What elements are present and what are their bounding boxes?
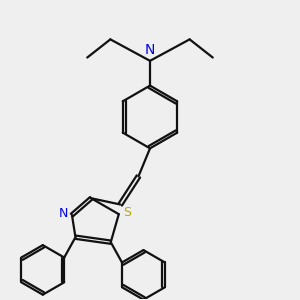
Text: S: S — [123, 206, 131, 219]
Text: N: N — [145, 43, 155, 57]
Text: N: N — [58, 207, 68, 220]
